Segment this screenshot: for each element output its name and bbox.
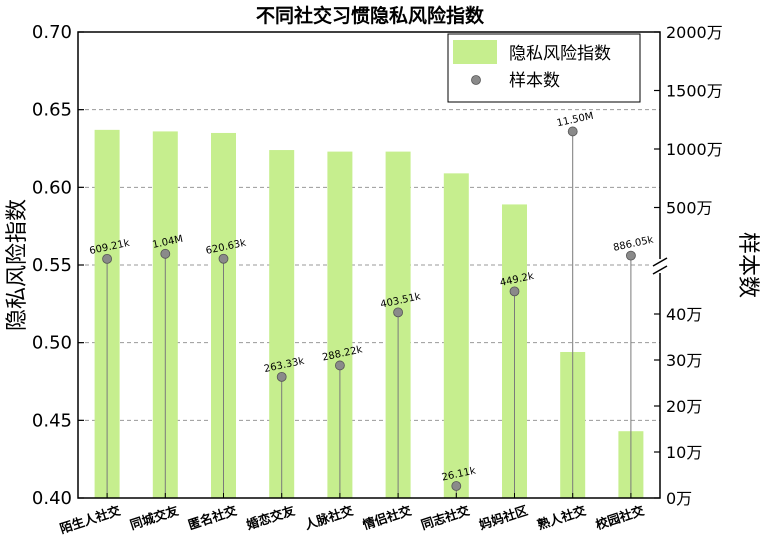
left-tick-label: 0.40 — [32, 488, 72, 509]
left-axis: 0.40 0.45 0.50 0.55 0.60 0.65 0.70 — [32, 22, 84, 509]
sample-point-9 — [626, 250, 636, 261]
left-tick-label: 0.55 — [32, 255, 72, 276]
chart-title: 不同社交习惯隐私风险指数 — [256, 4, 485, 27]
category-label-7: 妈妈社区 — [477, 502, 530, 532]
category-label-2: 匿名社交 — [186, 502, 239, 532]
category-label-4: 人脉社交 — [303, 502, 356, 532]
sample-points — [102, 126, 636, 491]
right-tick-label: 30万 — [666, 351, 702, 370]
y-axis-title: 隐私风险指数 — [5, 199, 30, 331]
legend-point-swatch — [471, 75, 481, 85]
legend-label-risk: 隐私风险指数 — [509, 44, 611, 64]
left-tick-label: 0.60 — [32, 177, 72, 198]
sample-label-9: 886.05k — [612, 235, 654, 254]
category-label-5: 情侣社交 — [361, 502, 414, 532]
left-tick-label: 0.65 — [32, 100, 72, 121]
left-tick-label: 0.70 — [32, 22, 72, 43]
sample-point-8 — [567, 126, 578, 137]
axis-break-marker — [652, 257, 668, 275]
sample-point-6 — [451, 481, 462, 491]
bar-6 — [443, 173, 469, 498]
sample-point-5 — [393, 307, 404, 318]
right-axis: 0万 10万 20万 30万 40万 500万 1000万 1500万 2000万 — [654, 23, 723, 508]
legend-label-samples: 样本数 — [509, 71, 560, 91]
sample-point-7 — [509, 286, 520, 297]
right-tick-label: 1000万 — [666, 140, 723, 159]
right-tick-label: 10万 — [666, 443, 702, 462]
y2-axis-title: 样本数 — [735, 232, 760, 298]
category-label-6: 同志社交 — [419, 502, 472, 532]
legend: 隐私风险指数 样本数 — [447, 33, 641, 103]
bars — [94, 129, 644, 499]
sample-point-2 — [218, 253, 229, 264]
sample-point-0 — [102, 253, 112, 264]
left-tick-label: 0.50 — [32, 333, 72, 354]
category-label-3: 婚恋交友 — [243, 502, 297, 532]
sample-point-3 — [276, 371, 287, 382]
sample-label-8: 11.50M — [556, 111, 595, 130]
right-tick-label: 1500万 — [666, 82, 723, 101]
right-tick-label: 500万 — [666, 199, 713, 218]
category-label-8: 熟人社交 — [535, 502, 588, 532]
right-tick-label: 40万 — [666, 305, 702, 324]
sample-point-1 — [160, 248, 171, 259]
right-tick-label: 20万 — [666, 397, 702, 416]
sample-stems — [106, 131, 632, 498]
left-tick-label: 0.45 — [32, 410, 72, 431]
right-tick-label: 0万 — [666, 489, 692, 508]
right-tick-label: 2000万 — [666, 23, 723, 42]
category-labels: 陌生人社交 同城交友 匿名社交 婚恋交友 人脉社交 情侣社交 同志社交 妈妈社区 熟人社交 校园社… — [58, 493, 646, 536]
legend-bar-swatch — [453, 40, 497, 64]
category-label-9: 校园社交 — [594, 502, 647, 532]
sample-point-4 — [334, 360, 345, 371]
category-label-1: 同城交友 — [128, 502, 181, 532]
